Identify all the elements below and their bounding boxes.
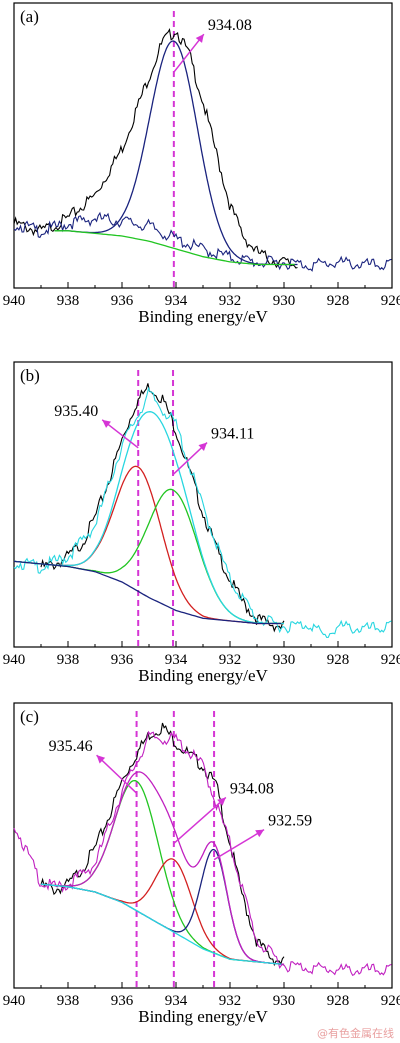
series-background-line — [13, 560, 282, 625]
x-tick-label: 926 — [381, 993, 400, 1009]
x-tick-label: 938 — [57, 993, 80, 1009]
peak-callout-arrowhead — [198, 442, 208, 451]
x-tick-label: 932 — [219, 293, 242, 309]
x-tick-label: 936 — [111, 293, 134, 309]
x-axis-title: Binding energy/eV — [138, 307, 268, 326]
x-tick-label: 930 — [273, 993, 296, 1009]
peak-callout-arrowhead — [102, 419, 111, 428]
series-background-line — [40, 883, 282, 965]
x-tick-label: 930 — [273, 293, 296, 309]
x-tick-label: 928 — [327, 652, 350, 668]
chart-panel-b: 940 938 936 934 932 930 928 926 Binding energy/e… — [3, 361, 400, 685]
peak-callout-arrowhead — [255, 829, 265, 838]
x-tick-label: 932 — [219, 652, 242, 668]
series-raw-line — [40, 722, 285, 967]
peak-callout-arrowhead — [195, 34, 204, 43]
series-raw-line — [13, 730, 392, 977]
peak-callout-line — [173, 33, 205, 73]
series-raw-line — [13, 386, 392, 638]
chart-panel-c: 940 938 936 934 932 930 928 926 Binding energy/e… — [3, 702, 400, 1026]
series-raw-line — [13, 28, 298, 269]
x-tick-label: 940 — [3, 293, 26, 309]
series-raw-line — [40, 383, 285, 633]
x-tick-label: 936 — [111, 652, 134, 668]
panel-label: (c) — [20, 707, 39, 726]
x-tick-label: 936 — [111, 993, 134, 1009]
peak-value-label: 934.11 — [211, 426, 254, 443]
x-tick-label: 934 — [165, 652, 188, 668]
x-axis-title: Binding energy/eV — [138, 1007, 268, 1026]
chart-panel-a: 940 938 936 934 932 930 928 926 Binding energy/e… — [3, 2, 400, 326]
x-axis-title: Binding energy/eV — [138, 666, 268, 685]
x-tick-label: 932 — [219, 993, 242, 1009]
peak-callout-line — [96, 754, 138, 794]
x-tick-label: 928 — [327, 293, 350, 309]
series-envelope-line — [40, 771, 285, 966]
series-raw-line — [13, 211, 392, 272]
x-tick-label: 930 — [273, 652, 296, 668]
peak-value-label: 935.46 — [49, 738, 93, 755]
x-tick-label: 926 — [381, 652, 400, 668]
peak-value-label: 932.59 — [268, 813, 312, 830]
peak-value-label: 935.40 — [54, 403, 98, 420]
series-envelope-line — [13, 411, 284, 625]
x-tick-label: 938 — [57, 293, 80, 309]
peak-callout-arrowhead — [96, 755, 106, 764]
x-tick-label: 940 — [3, 993, 26, 1009]
peak-callout-line — [173, 796, 227, 845]
x-tick-label: 934 — [165, 293, 188, 309]
series-envelope-line — [54, 40, 298, 266]
peak-callout-arrowhead — [217, 797, 226, 806]
x-tick-label: 934 — [165, 993, 188, 1009]
peak-value-label: 934.08 — [230, 780, 274, 797]
x-tick-label: 928 — [327, 993, 350, 1009]
x-tick-label: 926 — [381, 293, 400, 309]
watermark-text: @有色金属在线 — [317, 1027, 394, 1040]
x-tick-label: 940 — [3, 652, 26, 668]
panel-label: (b) — [20, 366, 40, 385]
panel-label: (a) — [20, 7, 39, 26]
series-background-line — [54, 230, 295, 266]
peak-callout-line — [213, 828, 265, 861]
peak-value-label: 934.08 — [208, 17, 252, 34]
x-tick-label: 938 — [57, 652, 80, 668]
